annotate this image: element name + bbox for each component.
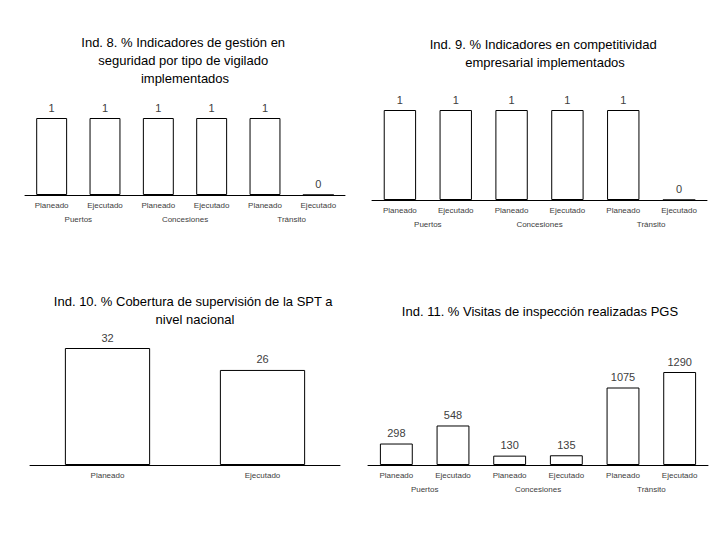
svg-text:Puertos: Puertos (411, 485, 439, 494)
svg-text:Puertos: Puertos (65, 215, 93, 224)
svg-text:Ejecutado: Ejecutado (662, 471, 698, 480)
svg-text:1: 1 (620, 94, 626, 106)
svg-text:Ejecutado: Ejecutado (245, 471, 281, 480)
svg-text:1: 1 (209, 102, 215, 114)
svg-text:1: 1 (262, 102, 268, 114)
svg-text:1075: 1075 (611, 371, 635, 383)
svg-text:Ind. 9. % Indicadores en compe: Ind. 9. % Indicadores en competitividad (430, 37, 661, 52)
svg-text:1: 1 (155, 102, 161, 114)
svg-text:Puertos: Puertos (414, 220, 442, 229)
svg-text:1: 1 (49, 102, 55, 114)
svg-text:Ind. 11. % Visitas de inspecci: Ind. 11. % Visitas de inspección realiza… (402, 304, 679, 319)
svg-text:548: 548 (444, 409, 462, 421)
svg-text:0: 0 (315, 178, 321, 190)
svg-text:implementados: implementados (141, 71, 230, 86)
svg-text:Tránsito: Tránsito (637, 220, 666, 229)
svg-text:Ejecutado: Ejecutado (87, 201, 123, 210)
svg-text:Ejecutado: Ejecutado (661, 206, 697, 215)
svg-text:0: 0 (676, 183, 682, 195)
svg-text:1: 1 (397, 94, 403, 106)
svg-text:Tránsito: Tránsito (277, 215, 306, 224)
svg-text:Planeado: Planeado (35, 201, 69, 210)
svg-text:Ejecutado: Ejecutado (438, 206, 474, 215)
svg-text:298: 298 (387, 427, 405, 439)
svg-text:26: 26 (256, 353, 268, 365)
svg-text:Planeado: Planeado (379, 471, 413, 480)
svg-text:Concesiones: Concesiones (515, 485, 561, 494)
svg-text:Planeado: Planeado (383, 206, 417, 215)
svg-text:Planeado: Planeado (91, 471, 125, 480)
svg-text:Tránsito: Tránsito (637, 485, 666, 494)
svg-text:Concesiones: Concesiones (162, 215, 208, 224)
svg-text:Planeado: Planeado (248, 201, 282, 210)
svg-text:Ejecutado: Ejecutado (435, 471, 471, 480)
svg-text:Concesiones: Concesiones (516, 220, 562, 229)
svg-text:Planeado: Planeado (606, 471, 640, 480)
svg-text:Ejecutado: Ejecutado (194, 201, 230, 210)
svg-text:Planeado: Planeado (493, 471, 527, 480)
svg-text:1290: 1290 (667, 356, 691, 368)
svg-text:1: 1 (102, 102, 108, 114)
svg-text:1: 1 (509, 94, 515, 106)
svg-text:130: 130 (500, 439, 518, 451)
svg-text:1: 1 (564, 94, 570, 106)
svg-text:1: 1 (453, 94, 459, 106)
svg-text:Planeado: Planeado (606, 206, 640, 215)
svg-text:seguridad por tipo de vigilado: seguridad por tipo de vigilado (98, 53, 271, 68)
svg-text:Ejecutado: Ejecutado (550, 206, 586, 215)
svg-text:Planeado: Planeado (141, 201, 175, 210)
svg-text:32: 32 (101, 332, 113, 344)
svg-text:Ind. 10. % Cobertura de superv: Ind. 10. % Cobertura de supervisión de l… (54, 294, 336, 309)
svg-text:Ind. 8. % Indicadores de gesti: Ind. 8. % Indicadores de gestión en (81, 35, 288, 50)
svg-text:nivel nacional: nivel nacional (156, 312, 235, 327)
svg-text:Ejecutado: Ejecutado (549, 471, 585, 480)
svg-text:Ejecutado: Ejecutado (301, 201, 337, 210)
svg-text:Planeado: Planeado (495, 206, 529, 215)
svg-text:135: 135 (557, 439, 575, 451)
svg-text:empresarial implementados: empresarial implementados (465, 55, 625, 70)
